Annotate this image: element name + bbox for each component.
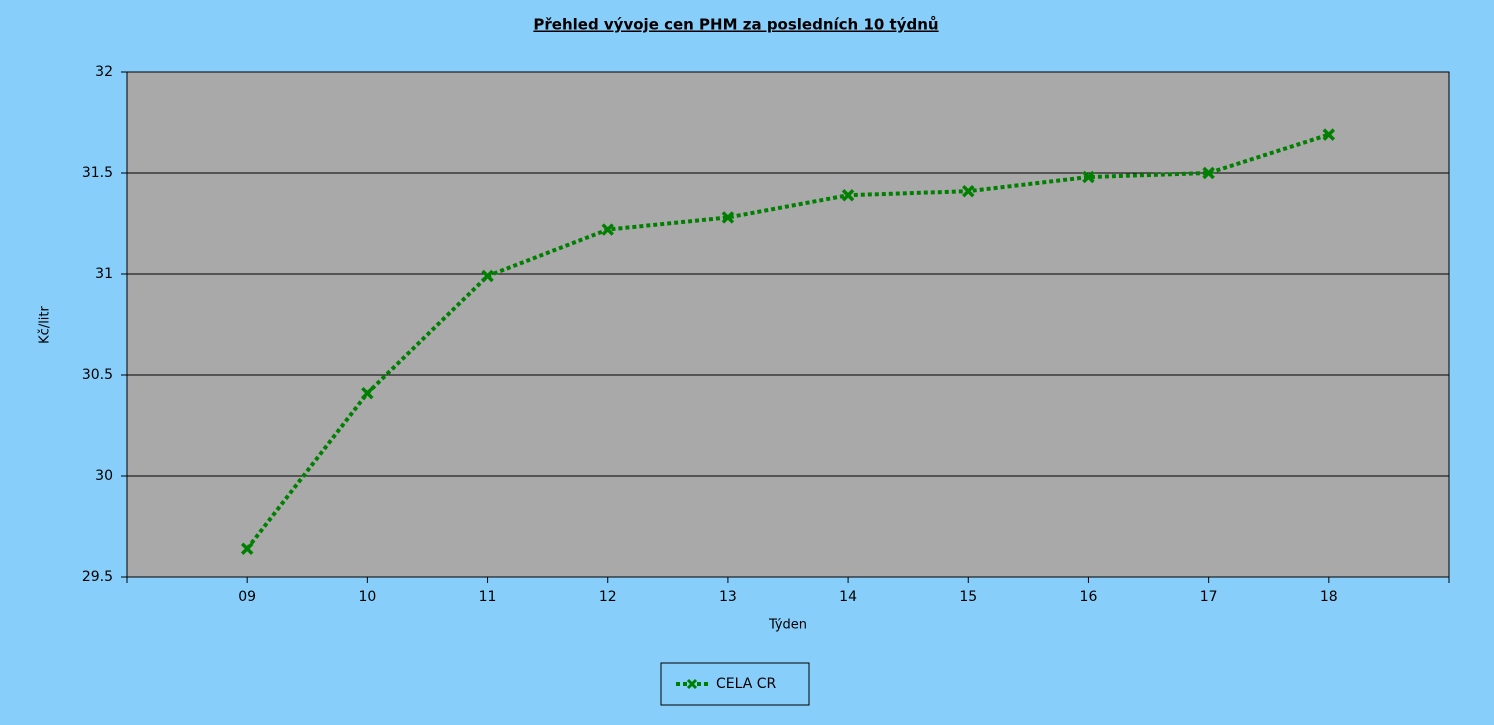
point-marker xyxy=(721,211,735,224)
plot-area xyxy=(126,71,1450,578)
legend-box xyxy=(660,662,810,706)
y-axis-label: Kč/litr xyxy=(38,305,53,343)
point-marker xyxy=(601,223,614,236)
x-tick-label: 13 xyxy=(719,589,737,605)
x-tick-label: 15 xyxy=(959,589,977,605)
y-tick-label: 30.5 xyxy=(82,367,113,383)
y-tick-label: 30 xyxy=(95,468,113,484)
chart-title: Přehled vývoje cen PHM za posledních 10 … xyxy=(533,16,938,34)
point-marker xyxy=(841,188,855,202)
legend-label: CELA CR xyxy=(716,676,777,692)
y-tick-label: 29.5 xyxy=(82,569,113,585)
x-tick-label: 10 xyxy=(358,589,376,605)
x-tick-label: 11 xyxy=(479,589,497,605)
legend-marker xyxy=(686,678,698,690)
point-marker xyxy=(481,269,494,283)
point-marker xyxy=(1322,128,1336,141)
point-marker xyxy=(1082,170,1095,184)
x-tick-label: 14 xyxy=(839,589,857,605)
series-line xyxy=(245,132,1330,550)
x-tick-label: 09 xyxy=(238,589,256,605)
point-marker xyxy=(962,184,975,198)
x-tick-label: 12 xyxy=(599,589,617,605)
point-marker xyxy=(1202,166,1215,180)
x-axis-label: Týden xyxy=(768,618,807,633)
x-tick-label: 17 xyxy=(1200,589,1218,605)
y-tick-label: 31.5 xyxy=(82,165,113,181)
y-tick-label: 32 xyxy=(95,64,113,80)
point-marker xyxy=(240,542,254,555)
x-tick-label: 16 xyxy=(1080,589,1098,605)
y-tick-label: 31 xyxy=(95,266,113,282)
x-tick-label: 18 xyxy=(1320,589,1338,605)
point-marker xyxy=(361,386,374,400)
